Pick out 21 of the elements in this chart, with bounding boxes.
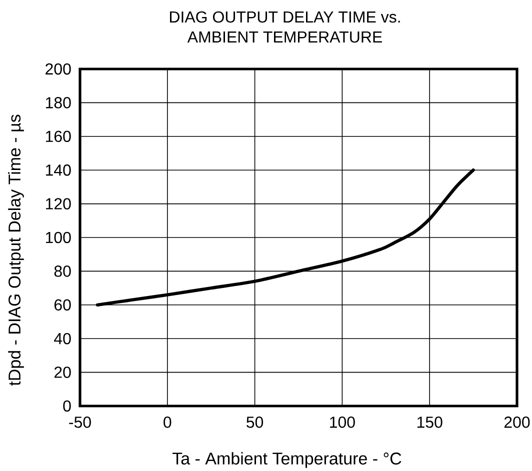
y-tick-label: 140 — [46, 164, 71, 176]
y-tick-label: 180 — [46, 97, 71, 108]
y-tick-label: 40 — [54, 332, 71, 344]
chart-title: DIAG OUTPUT DELAY TIME vs. AMBIENT TEMPERATURE — [170, 11, 400, 43]
y-tick-label: 160 — [46, 130, 71, 142]
y-tick-label: 60 — [54, 299, 71, 311]
y-tick-label: 120 — [46, 198, 71, 210]
x-tick-label: 100 — [330, 416, 355, 428]
y-tick-label: 100 — [46, 232, 71, 244]
x-tick-label: 50 — [246, 416, 264, 428]
y-tick-label: 80 — [54, 266, 71, 277]
y-tick-label: 20 — [54, 366, 71, 378]
y-axis-title: tDpd - DIAG Output Delay Time - µs — [8, 114, 24, 386]
x-tick-label: 150 — [417, 416, 442, 428]
x-tick-label: -50 — [69, 416, 91, 428]
x-tick-label: 0 — [164, 416, 172, 428]
x-axis-title: Ta - Ambient Temperature - °C — [172, 452, 402, 468]
y-tick-label: 200 — [46, 63, 71, 75]
line-series — [96, 168, 475, 306]
y-tick-label: 0 — [63, 400, 71, 412]
x-tick-label: 200 — [504, 416, 530, 428]
